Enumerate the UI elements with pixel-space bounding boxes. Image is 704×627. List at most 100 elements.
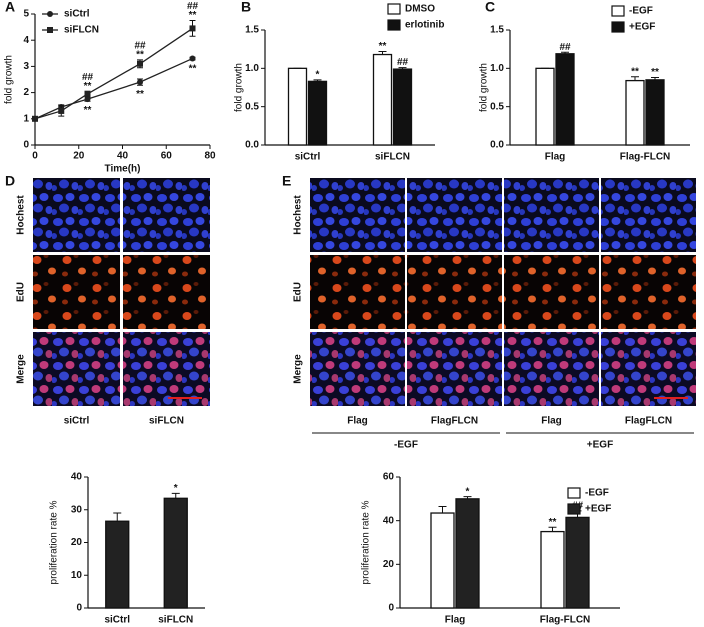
x-tick-label: Flag-FLCN — [540, 615, 591, 626]
bar — [645, 79, 665, 146]
legend-swatch — [567, 487, 581, 499]
bar — [540, 530, 565, 609]
significance: * — [466, 486, 470, 497]
column-label: siCtrl — [64, 416, 90, 427]
bar — [105, 520, 130, 609]
y-tick-label: 0 — [76, 603, 82, 614]
y-tick-label: 1.5 — [490, 25, 504, 36]
legend-swatch — [387, 19, 401, 31]
row-label: Merge — [16, 354, 27, 384]
marker — [137, 79, 143, 86]
micrograph — [504, 255, 599, 329]
y-tick-label: 1 — [23, 113, 29, 124]
y-tick-label: 40 — [383, 515, 395, 526]
column-label: FlagFLCN — [431, 416, 478, 427]
marker — [137, 60, 143, 67]
group-label: +EGF — [587, 440, 613, 451]
marker — [58, 107, 65, 114]
micrograph — [33, 255, 120, 329]
panel-letter: C — [485, 0, 495, 15]
panel-letter: B — [241, 0, 251, 15]
marker — [189, 55, 196, 62]
significance: ## — [187, 1, 199, 12]
significance: ** — [189, 10, 197, 21]
significance: ## — [559, 42, 571, 53]
bar — [372, 53, 393, 146]
legend-swatch — [611, 21, 625, 33]
micrograph — [33, 178, 120, 252]
row-label: EdU — [293, 282, 304, 302]
micrograph — [310, 178, 405, 252]
marker — [47, 27, 53, 33]
y-axis-label: fold growth — [4, 55, 15, 104]
x-tick-label: 80 — [204, 151, 216, 162]
bar — [555, 53, 575, 146]
error-bar — [113, 512, 122, 522]
y-axis-label: proliferation rate % — [361, 500, 372, 584]
legend-label: +EGF — [585, 504, 611, 515]
x-tick-label: 40 — [117, 151, 129, 162]
x-tick-label: Flag — [445, 615, 466, 626]
legend-label: +EGF — [629, 22, 655, 33]
y-tick-label: 0.0 — [490, 140, 504, 151]
y-tick-label: 0 — [388, 603, 394, 614]
significance: ** — [631, 66, 639, 77]
micrograph — [310, 332, 405, 406]
bar — [535, 67, 555, 146]
micrograph — [601, 255, 696, 329]
x-tick-label: siCtrl — [295, 152, 321, 163]
error-bar — [171, 492, 180, 499]
bar — [287, 67, 308, 146]
y-tick-label: 30 — [71, 504, 83, 515]
y-tick-label: 20 — [71, 537, 83, 548]
y-tick-label: 0.5 — [245, 101, 259, 112]
x-tick-label: Flag-FLCN — [620, 152, 671, 163]
micrograph — [601, 332, 696, 406]
y-tick-label: 1.0 — [245, 63, 259, 74]
marker — [189, 25, 196, 32]
x-tick-label: 60 — [161, 151, 173, 162]
micrograph — [123, 178, 210, 252]
micrograph — [504, 332, 599, 406]
x-tick-label: siFLCN — [375, 152, 410, 163]
significance: ** — [189, 63, 197, 74]
legend-label: -EGF — [585, 488, 609, 499]
row-label: Hochest — [16, 195, 27, 235]
significance: * — [316, 69, 320, 80]
bar — [307, 80, 328, 146]
error-bar — [548, 526, 557, 532]
panel-letter: D — [5, 173, 15, 189]
x-tick-label: 20 — [73, 151, 85, 162]
error-bar — [438, 505, 447, 514]
marker — [84, 90, 91, 97]
bar — [392, 68, 413, 146]
marker — [32, 115, 38, 122]
column-label: Flag — [541, 416, 562, 427]
y-tick-label: 0 — [23, 140, 29, 151]
bar — [455, 498, 480, 609]
y-tick-label: 5 — [23, 9, 29, 20]
y-tick-label: 1.5 — [245, 25, 259, 36]
significance: ** — [136, 49, 144, 60]
significance: ## — [82, 72, 94, 83]
micrograph — [407, 178, 502, 252]
bar — [163, 497, 188, 609]
y-tick-label: 40 — [71, 472, 83, 483]
legend-label: erlotinib — [405, 20, 444, 31]
y-tick-label: 4 — [23, 35, 29, 46]
y-tick-label: 1.0 — [490, 63, 504, 74]
y-tick-label: 60 — [383, 472, 395, 483]
y-tick-label: 10 — [71, 570, 83, 581]
legend-label: siCtrl — [64, 9, 90, 20]
significance: ** — [84, 81, 92, 92]
y-tick-label: 20 — [383, 559, 395, 570]
row-label: Hochest — [293, 195, 304, 235]
bar — [430, 512, 455, 609]
significance: ## — [134, 40, 146, 51]
significance: * — [174, 483, 178, 494]
column-label: FlagFLCN — [625, 416, 672, 427]
y-tick-label: 0.0 — [245, 140, 259, 151]
significance: ** — [379, 41, 387, 52]
x-axis-label: Time(h) — [105, 164, 141, 175]
